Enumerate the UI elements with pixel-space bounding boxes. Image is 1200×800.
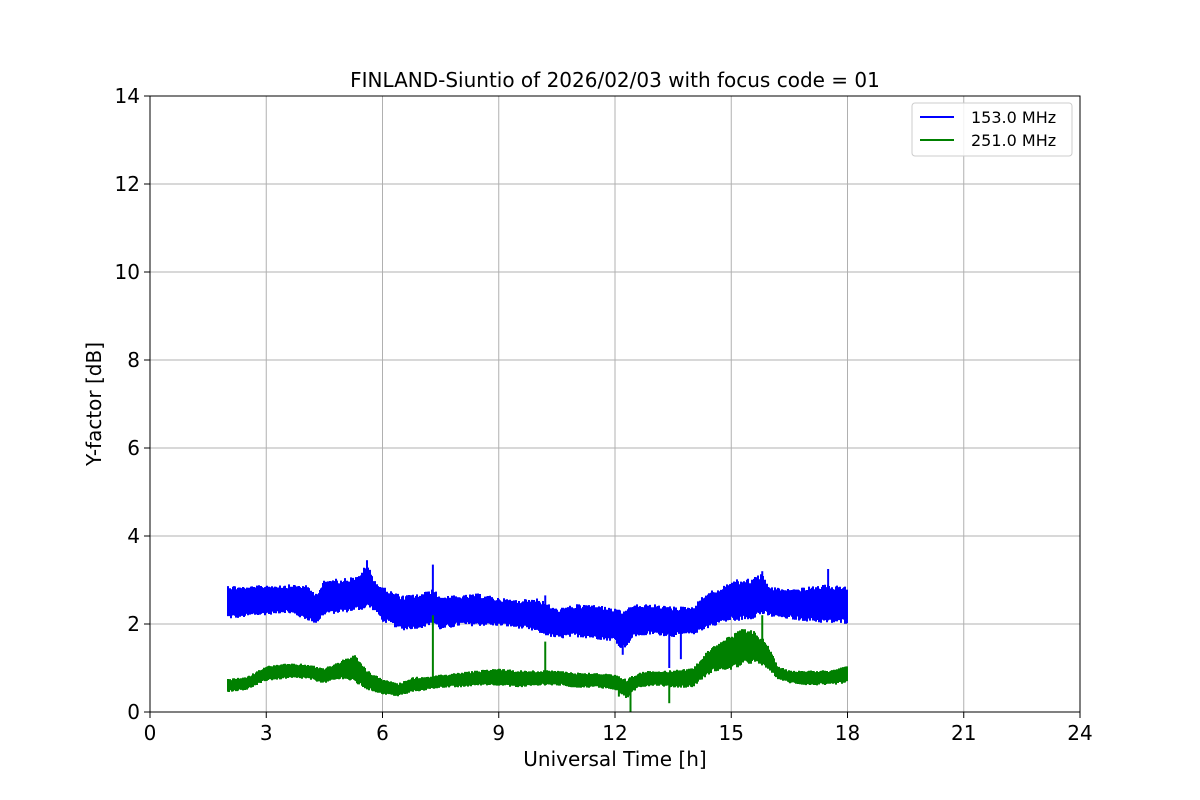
series-trace-1530mhz (227, 563, 848, 648)
y-tick-label: 14 (115, 84, 140, 108)
y-tick-label: 10 (115, 260, 140, 284)
x-tick-label: 24 (1067, 721, 1092, 745)
y-tick-label: 12 (115, 172, 140, 196)
x-tick-label: 18 (835, 721, 860, 745)
plot-series (227, 560, 848, 712)
chart-title: FINLAND-Siuntio of 2026/02/03 with focus… (350, 68, 880, 92)
x-tick-label: 15 (719, 721, 744, 745)
series-2510mhz (227, 615, 848, 712)
y-tick-label: 8 (127, 348, 140, 372)
y-axis-label: Y-factor [dB] (82, 342, 106, 467)
legend-label-153mhz: 153.0 MHz (971, 108, 1056, 127)
legend-label-251mhz: 251.0 MHz (971, 131, 1056, 150)
series-trace-2510mhz (227, 629, 848, 698)
legend: 153.0 MHz 251.0 MHz (911, 102, 1073, 157)
x-axis-ticks: 0 3 6 9 12 15 18 21 24 (144, 712, 1093, 745)
y-tick-label: 6 (127, 436, 140, 460)
x-tick-label: 3 (260, 721, 273, 745)
x-tick-label: 0 (144, 721, 157, 745)
x-tick-label: 21 (951, 721, 976, 745)
x-tick-label: 12 (602, 721, 627, 745)
y-tick-label: 4 (127, 524, 140, 548)
x-tick-label: 6 (376, 721, 389, 745)
y-axis-ticks: 0 2 4 6 8 10 12 14 (115, 84, 150, 724)
series-1530mhz (227, 560, 848, 668)
x-tick-label: 9 (492, 721, 505, 745)
x-axis-label: Universal Time [h] (523, 747, 706, 771)
y-tick-label: 2 (127, 612, 140, 636)
y-tick-label: 0 (127, 700, 140, 724)
